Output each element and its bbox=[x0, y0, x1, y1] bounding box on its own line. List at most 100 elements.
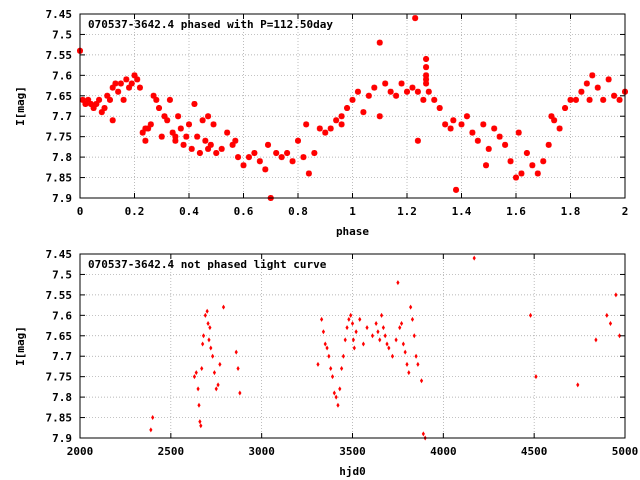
phased-data-point bbox=[551, 117, 558, 124]
phased-data-point bbox=[594, 84, 601, 91]
phased-y-tick-label: 7.8 bbox=[52, 151, 72, 164]
phased-data-point bbox=[166, 96, 173, 103]
unphased-data-point bbox=[412, 333, 416, 339]
phased-x-axis-label: phase bbox=[336, 225, 369, 238]
unphased-data-point bbox=[334, 394, 338, 400]
unphased-data-point bbox=[387, 345, 391, 351]
phased-data-point bbox=[265, 141, 272, 148]
unphased-data-point bbox=[221, 304, 226, 310]
unphased-data-point bbox=[149, 427, 153, 433]
unphased-data-point bbox=[208, 325, 212, 331]
unphased-data-point bbox=[338, 386, 342, 392]
phased-data-point bbox=[207, 141, 214, 148]
unphased-data-point bbox=[203, 312, 207, 318]
unphased-data-point bbox=[236, 365, 240, 371]
phased-data-point bbox=[423, 80, 430, 87]
unphased-data-point bbox=[401, 341, 405, 347]
phased-data-point bbox=[556, 125, 563, 132]
phased-data-point bbox=[128, 80, 135, 87]
phased-x-tick-label: 1.4 bbox=[452, 205, 472, 218]
unphased-data-point bbox=[332, 390, 336, 396]
phased-data-point bbox=[172, 137, 179, 144]
phased-data-point bbox=[412, 15, 419, 22]
unphased-data-point bbox=[238, 390, 242, 396]
phased-data-point bbox=[436, 105, 443, 112]
phased-data-point bbox=[112, 80, 119, 87]
phased-data-point bbox=[480, 121, 487, 128]
unphased-x-axis-label: hjd0 bbox=[339, 465, 366, 478]
phased-data-point bbox=[191, 100, 198, 107]
unphased-data-point bbox=[327, 353, 331, 359]
phased-data-point bbox=[284, 150, 291, 157]
unphased-x-tick-label: 3500 bbox=[339, 445, 366, 458]
unphased-data-point bbox=[192, 374, 197, 380]
unphased-data-point bbox=[374, 321, 378, 327]
unphased-data-point bbox=[378, 337, 382, 343]
phased-data-point bbox=[158, 133, 165, 140]
phased-y-tick-label: 7.6 bbox=[52, 69, 72, 82]
unphased-x-tick-label: 2000 bbox=[67, 445, 94, 458]
phased-data-point bbox=[333, 117, 340, 124]
phased-data-point bbox=[349, 96, 356, 103]
unphased-data-point bbox=[370, 333, 375, 339]
unphased-data-point bbox=[396, 280, 400, 286]
phased-data-point bbox=[82, 100, 89, 107]
phased-x-tick-label: 2 bbox=[622, 205, 629, 218]
phased-data-point bbox=[365, 92, 372, 99]
phased-data-point bbox=[177, 125, 184, 132]
unphased-data-point bbox=[383, 333, 387, 339]
unphased-data-point bbox=[576, 382, 580, 388]
unphased-data-point bbox=[341, 353, 346, 359]
phased-data-point bbox=[79, 96, 86, 103]
phased-data-point bbox=[453, 186, 460, 193]
phased-data-point bbox=[161, 113, 168, 120]
phased-data-point bbox=[183, 133, 190, 140]
unphased-data-point bbox=[394, 337, 398, 343]
unphased-data-point bbox=[200, 365, 204, 371]
phased-data-point bbox=[300, 154, 307, 161]
unphased-data-point bbox=[354, 329, 358, 335]
unphased-data-point bbox=[403, 349, 407, 355]
unphased-data-point bbox=[206, 321, 210, 327]
phased-data-point bbox=[295, 137, 301, 144]
phased-data-point bbox=[442, 121, 449, 128]
phased-y-tick-label: 7.7 bbox=[52, 110, 72, 123]
phased-y-axis-label: I[mag] bbox=[14, 86, 27, 126]
unphased-data-point bbox=[419, 378, 424, 384]
unphased-data-point bbox=[197, 402, 201, 408]
phased-data-point bbox=[518, 170, 525, 177]
unphased-data-point bbox=[196, 386, 200, 392]
phased-data-point bbox=[213, 150, 220, 157]
unphased-y-tick-label: 7.45 bbox=[46, 248, 73, 261]
phased-data-point bbox=[404, 88, 410, 95]
phased-y-tick-label: 7.75 bbox=[46, 131, 73, 144]
phased-data-point bbox=[376, 39, 383, 46]
unphased-y-tick-labels: 7.45 7.5 7.55 7.6 7.65 7.7 7.75 7.8 7.85 7.9 bbox=[46, 248, 73, 445]
phased-data-point bbox=[164, 117, 171, 124]
phased-data-point bbox=[142, 125, 149, 132]
phased-data-point bbox=[589, 72, 596, 79]
phased-data-point bbox=[562, 105, 569, 112]
phased-data-point bbox=[463, 113, 470, 120]
phased-data-point bbox=[393, 92, 400, 99]
phased-data-point bbox=[120, 96, 127, 103]
phased-x-tick-label: 0.6 bbox=[234, 205, 254, 218]
phased-data-point bbox=[134, 76, 141, 83]
phased-data-point bbox=[180, 141, 187, 148]
phased-data-point bbox=[172, 133, 179, 140]
unphased-y-axis-label: I[mag] bbox=[14, 326, 27, 366]
phased-data-point bbox=[251, 150, 258, 157]
phased-data-point bbox=[90, 105, 97, 112]
phased-data-point bbox=[205, 113, 212, 120]
phased-data-point bbox=[218, 145, 225, 152]
unphased-data-point bbox=[151, 415, 155, 421]
phased-data-point bbox=[534, 170, 541, 177]
phased-data-point bbox=[605, 76, 612, 83]
phased-data-point bbox=[398, 80, 405, 87]
phased-data-point bbox=[515, 129, 522, 136]
phased-x-tick-label: 0.8 bbox=[288, 205, 308, 218]
phased-data-point bbox=[186, 121, 192, 128]
unphased-chart-title: 070537-3642.4 not phased light curve bbox=[88, 258, 327, 271]
phased-x-tick-label: 1.6 bbox=[506, 205, 526, 218]
unphased-data-point bbox=[347, 316, 351, 322]
